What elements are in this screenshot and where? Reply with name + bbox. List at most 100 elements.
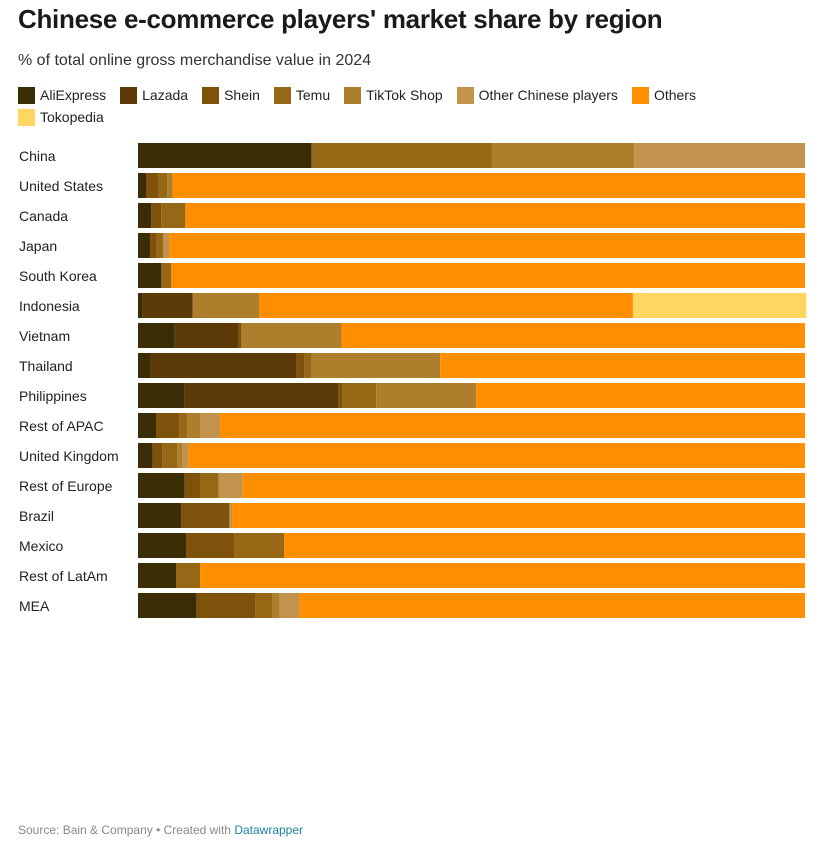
bar-mea-other-chinese-players (279, 593, 300, 618)
row-label-rest-of-europe: Rest of Europe (19, 477, 113, 494)
source-text: Source: Bain & Company • Created with (18, 823, 235, 837)
legend-item-others: Others (631, 86, 696, 104)
row-label-indonesia: Indonesia (19, 297, 80, 314)
row-label-china: China (19, 147, 56, 164)
chart-title: Chinese e-commerce players' market share… (18, 4, 663, 34)
row-label-united-states: United States (19, 177, 104, 194)
bar-united-states-others (172, 173, 805, 198)
legend-label-others: Others (653, 87, 696, 103)
bar-united-kingdom-tiktok-shop (177, 443, 183, 468)
bar-china-aliexpress (138, 143, 312, 168)
bar-rest-of-europe-other-chinese-players (218, 473, 243, 498)
bar-united-kingdom-aliexpress (138, 443, 153, 468)
bar-united-states-tiktok-shop (167, 173, 173, 198)
bar-rest-of-apac-other-chinese-players (200, 413, 221, 438)
bar-south-korea-aliexpress (138, 263, 162, 288)
source-footer: Source: Bain & Company • Created with Da… (18, 823, 303, 837)
bar-japan-others (169, 233, 806, 258)
bar-mexico-temu (234, 533, 285, 558)
bar-united-states-shein (146, 173, 159, 198)
bar-canada-aliexpress (138, 203, 152, 228)
legend-swatch-others (631, 86, 649, 104)
bar-united-kingdom-other-chinese-players (182, 443, 189, 468)
legend-swatch-other-chinese-players (456, 86, 474, 104)
row-label-vietnam: Vietnam (19, 327, 71, 344)
bar-japan-temu (156, 233, 164, 258)
bar-south-korea-others (171, 263, 806, 288)
bar-thailand-others (440, 353, 805, 378)
bar-philippines-tiktok-shop (376, 383, 477, 408)
bar-mea-shein (196, 593, 256, 618)
legend-label-lazada: Lazada (142, 87, 189, 103)
legend-label-shein: Shein (224, 87, 260, 103)
bar-rest-of-apac-temu (179, 413, 188, 438)
legend-item-shein: Shein (202, 86, 260, 104)
bar-united-kingdom-temu (162, 443, 178, 468)
bar-rest-of-apac-aliexpress (138, 413, 157, 438)
legend-label-temu: Temu (295, 87, 331, 103)
bar-mexico-aliexpress (138, 533, 187, 558)
bar-mea-temu (255, 593, 273, 618)
bar-united-states-temu (158, 173, 168, 198)
row-label-brazil: Brazil (19, 507, 55, 524)
bar-rest-of-latam-others (200, 563, 805, 588)
bar-philippines-lazada (184, 383, 339, 408)
row-label-rest-of-latam: Rest of LatAm (19, 567, 108, 584)
bar-indonesia-lazada (142, 293, 193, 318)
legend-item-tokopedia: Tokopedia (18, 108, 104, 126)
row-label-south-korea: South Korea (19, 267, 97, 284)
bar-brazil-shein (181, 503, 230, 528)
bar-vietnam-shein (238, 323, 242, 348)
bar-philippines-shein (338, 383, 343, 408)
bar-vietnam-lazada (174, 323, 239, 348)
legend-swatch-tiktok-shop (344, 86, 362, 104)
datawrapper-link[interactable]: Datawrapper (234, 823, 304, 837)
bar-mexico-others (284, 533, 805, 558)
row-label-mea: MEA (19, 597, 50, 614)
legend-swatch-shein (202, 86, 220, 104)
bar-rest-of-europe-temu (200, 473, 219, 498)
row-label-thailand: Thailand (19, 357, 73, 374)
bar-south-korea-temu (161, 263, 172, 288)
bar-rest-of-europe-shein (184, 473, 201, 498)
row-label-united-kingdom: United Kingdom (19, 447, 119, 464)
legend-item-temu: Temu (273, 86, 331, 104)
bar-china-temu (311, 143, 492, 168)
bar-rest-of-latam-temu (176, 563, 201, 588)
bar-united-states-aliexpress (138, 173, 146, 198)
row-label-canada: Canada (19, 207, 69, 224)
bar-rest-of-apac-shein (156, 413, 180, 438)
bar-thailand-shein (296, 353, 305, 378)
bar-rest-of-apac-others (220, 413, 806, 438)
bar-japan-shein (150, 233, 157, 258)
bar-philippines-aliexpress (138, 383, 185, 408)
bar-thailand-lazada (150, 353, 297, 378)
bar-mea-aliexpress (138, 593, 197, 618)
legend-label-other-chinese-players: Other Chinese players (478, 87, 618, 103)
bar-united-kingdom-others (188, 443, 805, 468)
bar-rest-of-europe-others (242, 473, 806, 498)
bar-rest-of-apac-tiktok-shop (187, 413, 201, 438)
legend-swatch-aliexpress (18, 86, 35, 104)
bar-canada-shein (151, 203, 162, 228)
legend-swatch-lazada (120, 86, 138, 104)
bar-china-other-chinese-players (634, 143, 805, 168)
bar-indonesia-tiktok-shop (192, 293, 260, 318)
bar-brazil-others (232, 503, 806, 528)
legend-item-other-chinese-players: Other Chinese players (456, 86, 618, 104)
legend-label-tiktok-shop: TikTok Shop (366, 87, 443, 103)
bar-philippines-others (476, 383, 805, 408)
bar-canada-others (185, 203, 806, 228)
bar-canada-temu (161, 203, 186, 228)
bar-thailand-tiktok-shop (311, 353, 441, 378)
bar-japan-aliexpress (138, 233, 151, 258)
bar-mea-others (299, 593, 805, 618)
bar-japan-other-chinese-players (163, 233, 170, 258)
row-label-mexico: Mexico (19, 537, 64, 554)
chart-subtitle: % of total online gross merchandise valu… (18, 52, 372, 69)
bar-thailand-temu (304, 353, 312, 378)
legend-label-aliexpress: AliExpress (40, 87, 107, 103)
bar-vietnam-aliexpress (138, 323, 175, 348)
legend-item-tiktok-shop: TikTok Shop (344, 86, 443, 104)
